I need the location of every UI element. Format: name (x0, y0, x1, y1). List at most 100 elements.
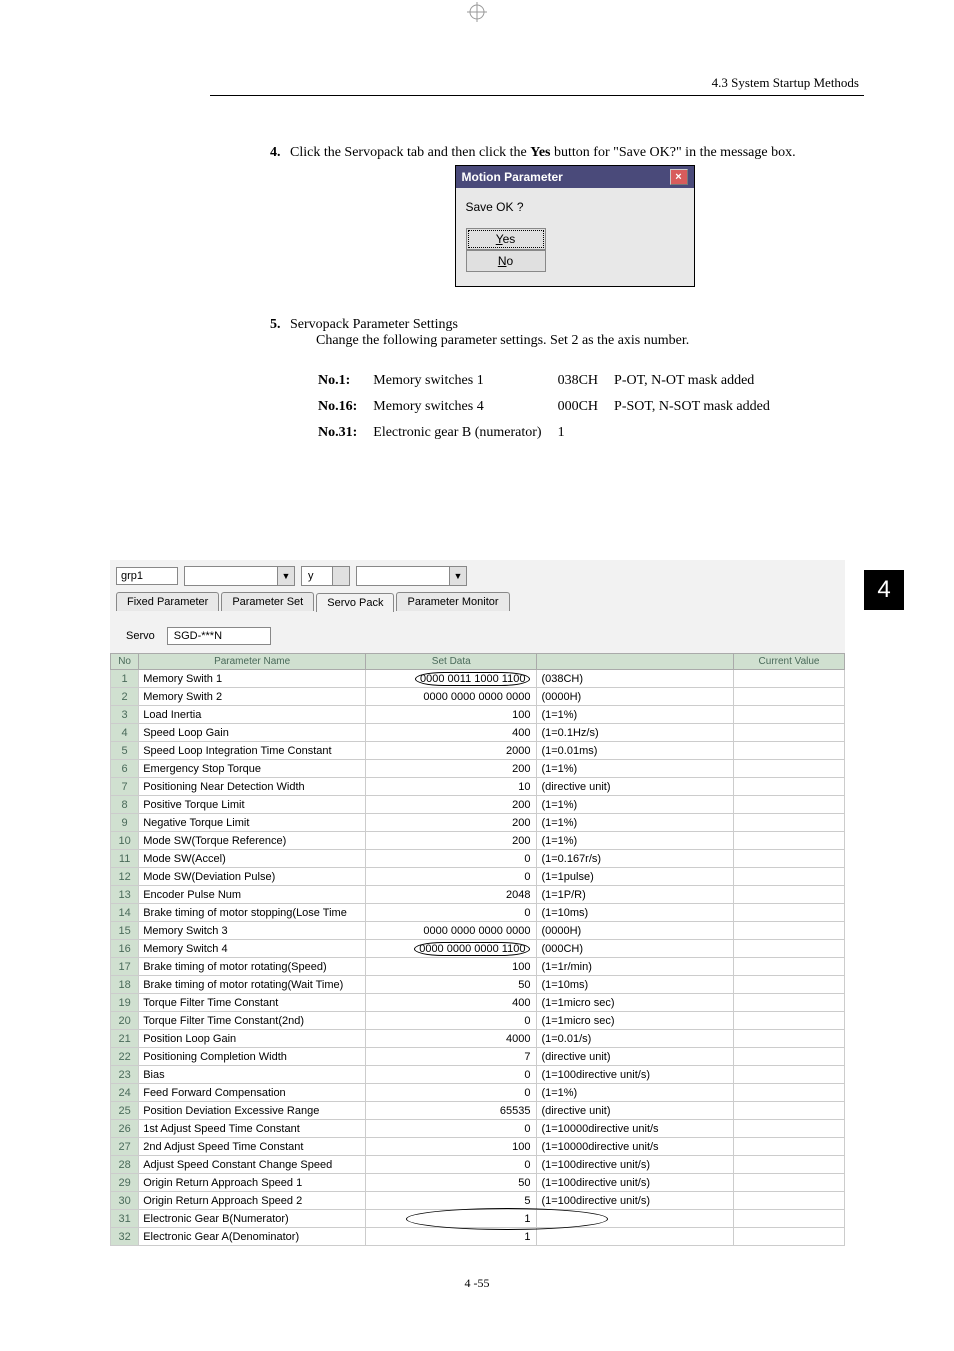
row-current-value (734, 724, 845, 742)
step4-text-after: button for "Save OK?" in the message box… (551, 145, 796, 160)
row-unit: (1=1%) (537, 814, 734, 832)
table-row[interactable]: 8Positive Torque Limit200(1=1%) (111, 796, 845, 814)
row-setdata: 200 (366, 832, 537, 850)
table-row[interactable]: 29Origin Return Approach Speed 150(1=100… (111, 1174, 845, 1192)
row-current-value (734, 1030, 845, 1048)
table-row[interactable]: 7Positioning Near Detection Width10(dire… (111, 778, 845, 796)
row-setdata: 1 (366, 1228, 537, 1246)
row-current-value (734, 1138, 845, 1156)
row-name: 1st Adjust Speed Time Constant (139, 1120, 366, 1138)
row-name: Torque Filter Time Constant (139, 994, 366, 1012)
row-num: 20 (111, 1012, 139, 1030)
tab-parameter-monitor[interactable]: Parameter Monitor (396, 592, 509, 611)
row-setdata: 400 (366, 724, 537, 742)
row-current-value (734, 868, 845, 886)
tab-fixed-parameter[interactable]: Fixed Parameter (116, 592, 219, 611)
row-setdata: 100 (366, 706, 537, 724)
row-num: 29 (111, 1174, 139, 1192)
tab-strip: Fixed ParameterParameter SetServo PackPa… (116, 592, 845, 611)
table-row[interactable]: 15Memory Switch 30000 0000 0000 0000(000… (111, 922, 845, 940)
table-row[interactable]: 19Torque Filter Time Constant400(1=1micr… (111, 994, 845, 1012)
param-grid-header: Parameter Name (139, 654, 366, 670)
table-row[interactable]: 3Load Inertia100(1=1%) (111, 706, 845, 724)
param-grid: NoParameter NameSet DataCurrent Value 1M… (110, 653, 845, 1246)
table-row[interactable]: 10Mode SW(Torque Reference)200(1=1%) (111, 832, 845, 850)
page-number: 4 -55 (0, 1276, 954, 1291)
table-row[interactable]: 1Memory Swith 10000 0011 1000 1100(038CH… (111, 670, 845, 688)
row-name: Positioning Near Detection Width (139, 778, 366, 796)
table-row[interactable]: 14Brake timing of motor stopping(Lose Ti… (111, 904, 845, 922)
row-setdata: 100 (366, 958, 537, 976)
row-setdata: 0 (366, 1084, 537, 1102)
table-row[interactable]: 21Position Loop Gain4000(1=0.01/s) (111, 1030, 845, 1048)
param-label: Electronic gear B (numerator) (373, 421, 555, 445)
step4-text: Click the Servopack tab and then click t… (290, 145, 796, 160)
row-current-value (734, 688, 845, 706)
table-row[interactable]: 5Speed Loop Integration Time Constant200… (111, 742, 845, 760)
table-row[interactable]: 16Memory Switch 40000 0000 0000 1100(000… (111, 940, 845, 958)
combo-3[interactable]: ▼ (356, 566, 467, 586)
row-unit: (1=1%) (537, 1084, 734, 1102)
yes-button[interactable]: Yes (466, 228, 546, 250)
table-row[interactable]: 272nd Adjust Speed Time Constant100(1=10… (111, 1138, 845, 1156)
tab-parameter-set[interactable]: Parameter Set (221, 592, 314, 611)
row-setdata: 0 (366, 904, 537, 922)
table-row[interactable]: 2Memory Swith 20000 0000 0000 0000(0000H… (111, 688, 845, 706)
table-row[interactable]: 6Emergency Stop Torque200(1=1%) (111, 760, 845, 778)
table-row[interactable]: 23Bias0(1=100directive unit/s) (111, 1066, 845, 1084)
table-row[interactable]: 20Torque Filter Time Constant(2nd)0(1=1m… (111, 1012, 845, 1030)
row-unit: (1=0.1Hz/s) (537, 724, 734, 742)
table-row[interactable]: 31Electronic Gear B(Numerator)1 (111, 1210, 845, 1228)
table-row[interactable]: 4Speed Loop Gain400(1=0.1Hz/s) (111, 724, 845, 742)
table-row[interactable]: 17Brake timing of motor rotating(Speed)1… (111, 958, 845, 976)
row-unit (537, 1210, 734, 1228)
row-name: Electronic Gear A(Denominator) (139, 1228, 366, 1246)
table-row[interactable]: 261st Adjust Speed Time Constant0(1=1000… (111, 1120, 845, 1138)
row-setdata: 50 (366, 1174, 537, 1192)
row-setdata: 0 (366, 1120, 537, 1138)
servo-input[interactable]: SGD-***N (167, 627, 271, 645)
row-setdata: 200 (366, 796, 537, 814)
table-row[interactable]: 25Position Deviation Excessive Range6553… (111, 1102, 845, 1120)
param-grid-header: No (111, 654, 139, 670)
row-unit: (1=100directive unit/s) (537, 1174, 734, 1192)
group-row: grp1 ▼ y ▼ (110, 560, 845, 588)
table-row[interactable]: 9Negative Torque Limit200(1=1%) (111, 814, 845, 832)
combo-2[interactable]: y (301, 566, 350, 586)
row-unit: (038CH) (537, 670, 734, 688)
row-num: 1 (111, 670, 139, 688)
param-desc: P-SOT, N-SOT mask added (614, 395, 784, 419)
param-code: 000CH (558, 395, 612, 419)
table-row[interactable]: 12Mode SW(Deviation Pulse)0(1=1pulse) (111, 868, 845, 886)
table-row[interactable]: 13Encoder Pulse Num2048(1=1P/R) (111, 886, 845, 904)
row-current-value (734, 1012, 845, 1030)
grp-box[interactable]: grp1 (116, 567, 178, 585)
combo-1[interactable]: ▼ (184, 566, 295, 586)
table-row[interactable]: 32Electronic Gear A(Denominator)1 (111, 1228, 845, 1246)
table-row[interactable]: 11Mode SW(Accel)0(1=0.167r/s) (111, 850, 845, 868)
row-num: 18 (111, 976, 139, 994)
row-setdata: 0000 0011 1000 1100 (366, 670, 537, 688)
row-current-value (734, 832, 845, 850)
table-row[interactable]: 24Feed Forward Compensation0(1=1%) (111, 1084, 845, 1102)
table-row[interactable]: 28Adjust Speed Constant Change Speed0(1=… (111, 1156, 845, 1174)
row-num: 26 (111, 1120, 139, 1138)
table-row[interactable]: 30Origin Return Approach Speed 25(1=100d… (111, 1192, 845, 1210)
row-current-value (734, 760, 845, 778)
row-unit: (000CH) (537, 940, 734, 958)
row-current-value (734, 922, 845, 940)
row-name: Positive Torque Limit (139, 796, 366, 814)
step4-number: 4. (270, 145, 281, 161)
no-button[interactable]: No (466, 250, 546, 272)
row-current-value (734, 796, 845, 814)
row-name: Speed Loop Gain (139, 724, 366, 742)
row-name: Origin Return Approach Speed 1 (139, 1174, 366, 1192)
row-num: 6 (111, 760, 139, 778)
table-row[interactable]: 22Positioning Completion Width7(directiv… (111, 1048, 845, 1066)
table-row[interactable]: 18Brake timing of motor rotating(Wait Ti… (111, 976, 845, 994)
dialog-close-icon[interactable]: × (670, 169, 688, 185)
tab-servo-pack[interactable]: Servo Pack (316, 593, 394, 612)
row-setdata: 7 (366, 1048, 537, 1066)
header-rule (210, 95, 864, 96)
row-name: Brake timing of motor rotating(Wait Time… (139, 976, 366, 994)
